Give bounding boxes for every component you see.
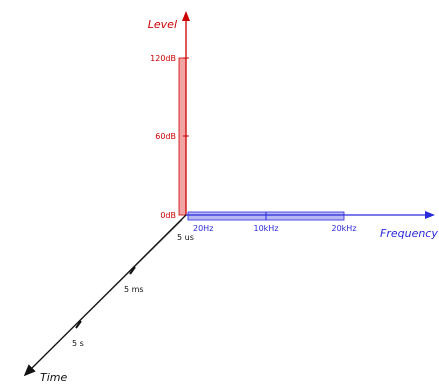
time-tick-5s — [75, 320, 82, 329]
level-axis-title: Level — [148, 18, 177, 31]
level-tick-label-60db: 60dB — [155, 132, 176, 141]
frequency-axis-title: Frequency — [380, 227, 438, 240]
time-tick-5ms — [129, 266, 136, 275]
frequency-tick-label-20hz: 20Hz — [193, 224, 213, 233]
level-tick-label-120db: 120dB — [150, 54, 176, 63]
time-tick-label-5us: 5 us — [177, 233, 194, 242]
time-axis — [23, 214, 187, 377]
frequency-tick-label-20khz: 20kHz — [331, 224, 356, 233]
frequency-tick-label-10khz: 10kHz — [253, 224, 278, 233]
time-tick-label-5s: 5 s — [72, 339, 84, 348]
time-tick-label-5ms: 5 ms — [124, 285, 144, 294]
time-axis-title: Time — [40, 371, 67, 384]
level-tick-label-0db: 0dB — [160, 211, 176, 220]
